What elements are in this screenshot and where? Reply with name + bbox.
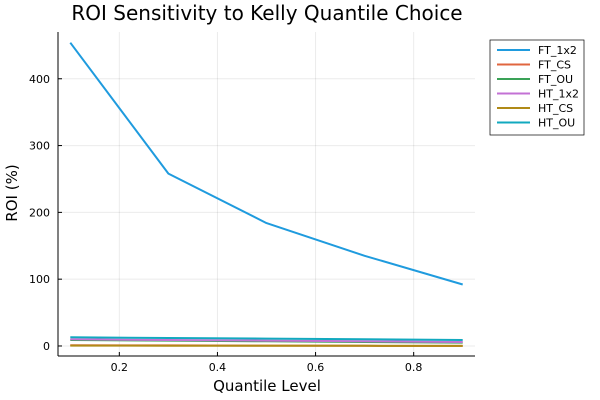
y-axis-label: ROI (%) [3,164,21,221]
series-line-ht-1x2 [70,338,463,343]
x-tick-label: 0.2 [111,361,129,374]
y-tick-label: 300 [29,140,50,153]
x-tick-label: 0.8 [405,361,423,374]
x-tick-label: 0.4 [209,361,227,374]
x-axis-label: Quantile Level [213,377,321,395]
series-line-ft-1x2 [69,42,463,286]
legend-label: FT_OU [538,73,573,86]
chart-title: ROI Sensitivity to Kelly Quantile Choice [71,1,462,25]
legend-label: HT_1x2 [538,88,579,101]
x-tick-label: 0.6 [307,361,325,374]
grid [58,32,475,356]
series-line-ht-ou [70,336,463,341]
legend-label: HT_CS [538,102,573,115]
y-tick-label: 200 [29,206,50,219]
legend-box [489,39,585,136]
series-lines [69,42,463,347]
legend-label: HT_OU [538,117,575,130]
axes: 0.2 0.4 0.6 0.8 0 100 200 300 400 [29,32,475,374]
legend-label: FT_CS [538,59,571,72]
y-tick-label: 0 [43,340,50,353]
y-tick-label: 100 [29,273,50,286]
y-tick-label: 400 [29,73,50,86]
legend-label: FT_1x2 [538,44,577,57]
